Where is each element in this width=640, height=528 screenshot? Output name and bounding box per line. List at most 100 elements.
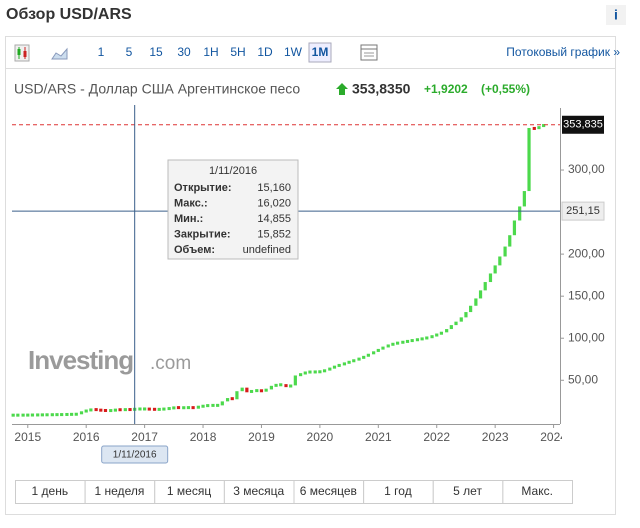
table-icon[interactable] xyxy=(360,44,378,61)
candle xyxy=(167,407,171,411)
candle xyxy=(206,404,210,408)
candle xyxy=(488,273,493,283)
range-label[interactable]: 6 месяцев xyxy=(300,484,357,498)
range-label[interactable]: 1 год xyxy=(384,484,412,498)
y-tick-label: 50,00 xyxy=(568,372,598,386)
interval-button[interactable]: 15 xyxy=(149,45,163,59)
last-price-label: 353,835 xyxy=(563,119,603,131)
interval-button[interactable]: 1W xyxy=(284,45,303,59)
candle xyxy=(372,351,376,355)
candle xyxy=(518,206,522,221)
quote-change-pct: (+0,55%) xyxy=(481,82,530,96)
info-icon[interactable]: i xyxy=(614,7,618,23)
candle xyxy=(469,305,473,313)
candle xyxy=(186,406,191,410)
x-labels: 2015 2016 2017 2018 2019 2020 2021 2022 2023 2024 xyxy=(14,430,562,444)
range-label[interactable]: Макс. xyxy=(521,484,553,498)
candle xyxy=(225,398,230,402)
x-tick-label: 2016 xyxy=(73,430,100,444)
crosshair-y-label: 251,15 xyxy=(566,205,600,217)
candle xyxy=(318,370,322,374)
candle-icon[interactable] xyxy=(14,44,30,62)
candle xyxy=(211,403,215,407)
candle xyxy=(430,335,434,339)
candle xyxy=(196,405,200,409)
widget-title: Обзор USD/ARS xyxy=(6,6,132,23)
tooltip-key: Мин.: xyxy=(174,213,203,225)
crosshair-y-box xyxy=(561,201,605,221)
x-tick-label: 2020 xyxy=(307,430,334,444)
range-label[interactable]: 1 день xyxy=(32,484,69,498)
candle xyxy=(386,344,390,348)
candle xyxy=(328,367,332,371)
candle xyxy=(445,329,449,333)
candle xyxy=(157,407,161,411)
candle xyxy=(201,404,205,408)
range-button[interactable] xyxy=(502,480,573,504)
candle xyxy=(478,290,483,299)
quote-name: USD/ARS - Доллар США Аргентинское песо xyxy=(14,81,300,97)
candle xyxy=(395,341,400,345)
range-label[interactable]: 1 неделя xyxy=(95,484,145,498)
candle xyxy=(322,369,327,373)
candle xyxy=(347,360,351,364)
interval-button[interactable]: 5 xyxy=(126,45,133,59)
candle xyxy=(464,312,468,318)
candle xyxy=(94,408,98,412)
candle xyxy=(332,365,337,369)
candle xyxy=(65,412,69,416)
candle xyxy=(60,413,64,417)
x-tick-label: 2015 xyxy=(14,430,41,444)
interval-button[interactable]: 1H xyxy=(203,45,218,59)
tooltip-value: 15,852 xyxy=(257,228,291,240)
candle xyxy=(45,413,49,417)
candle xyxy=(362,355,366,359)
candle xyxy=(240,387,244,392)
candle xyxy=(264,388,268,392)
tooltip-key: Объем: xyxy=(174,244,215,256)
candle xyxy=(143,407,147,411)
interval-button[interactable]: 5H xyxy=(230,45,245,59)
stream-link[interactable]: Потоковый график » xyxy=(506,45,620,59)
candle xyxy=(284,384,288,388)
candle xyxy=(503,246,507,257)
interval-selected[interactable] xyxy=(308,42,332,63)
candle xyxy=(527,127,531,192)
x-tick-label: 2017 xyxy=(131,430,158,444)
tooltip-box xyxy=(167,159,299,260)
candle xyxy=(454,321,458,326)
watermark: Investing xyxy=(28,345,133,375)
candle xyxy=(69,412,74,416)
candle xyxy=(245,387,249,393)
candle xyxy=(459,317,463,322)
range-label[interactable]: 1 месяц xyxy=(167,484,211,498)
interval-button[interactable]: 1M xyxy=(312,45,329,59)
info-button[interactable] xyxy=(606,5,626,25)
candle xyxy=(274,383,278,387)
interval-button[interactable]: 1 xyxy=(98,45,105,59)
range-label[interactable]: 3 месяца xyxy=(233,484,284,498)
range-label[interactable]: 5 лет xyxy=(453,484,482,498)
y-tick-label: 300,00 xyxy=(568,162,605,176)
candle xyxy=(420,337,424,341)
candle xyxy=(435,333,439,337)
candle xyxy=(508,235,512,247)
interval-button[interactable]: 30 xyxy=(177,45,191,59)
candle xyxy=(376,348,380,352)
candle xyxy=(79,411,84,415)
candle xyxy=(483,282,487,291)
candle xyxy=(532,126,536,130)
tooltip-value: 14,855 xyxy=(257,213,291,225)
candle xyxy=(172,406,176,410)
interval-button[interactable]: 1D xyxy=(257,45,273,59)
candle xyxy=(113,408,118,412)
area-icon[interactable] xyxy=(51,47,68,60)
candle xyxy=(357,357,361,361)
candle xyxy=(249,389,254,393)
candle xyxy=(26,413,30,417)
candle xyxy=(255,389,259,393)
candle xyxy=(16,413,20,417)
tooltip-value: 16,020 xyxy=(257,197,291,209)
x-tick-label: 2022 xyxy=(423,430,450,444)
tooltip-value: undefined xyxy=(243,244,291,256)
